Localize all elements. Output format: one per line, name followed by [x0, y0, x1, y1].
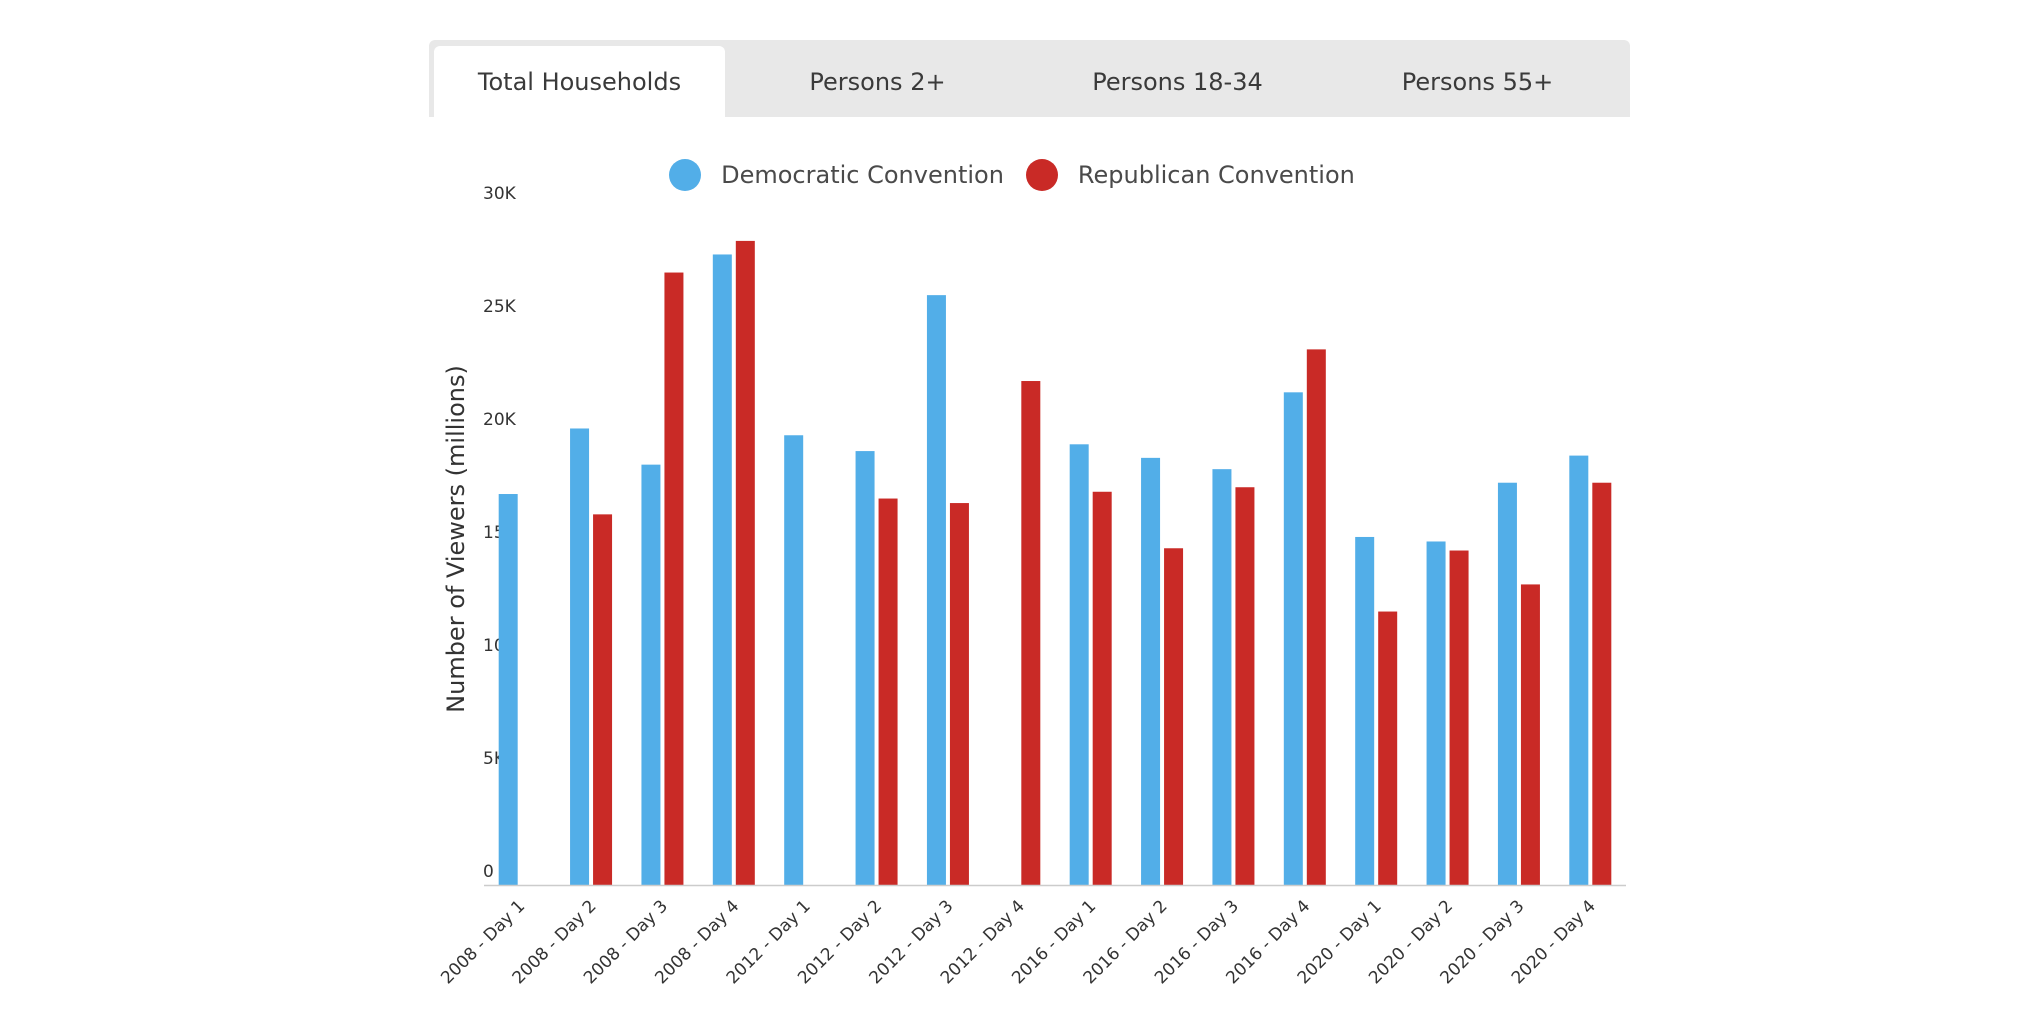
bar-democratic[interactable]: [1283, 392, 1303, 885]
bar-democratic[interactable]: [641, 464, 661, 885]
legend-dot-republican: [1025, 159, 1058, 191]
bars: [498, 240, 1612, 885]
bar-democratic[interactable]: [1569, 455, 1589, 885]
y-tick-label: 25K: [483, 297, 517, 317]
legend-item-democratic[interactable]: Democratic Convention: [669, 159, 1004, 191]
bar-democratic[interactable]: [712, 254, 732, 885]
bar-republican[interactable]: [1592, 482, 1612, 885]
bar-democratic[interactable]: [1355, 536, 1375, 885]
bar-republican[interactable]: [1520, 584, 1540, 885]
y-tick-label: 20K: [483, 410, 517, 430]
legend-dot-democratic: [669, 159, 702, 191]
bar-republican[interactable]: [949, 503, 969, 885]
tab-total-households[interactable]: Total Households: [434, 46, 725, 117]
bar-democratic[interactable]: [1212, 469, 1232, 885]
y-tick-label: 0: [483, 862, 494, 882]
bar-republican[interactable]: [1378, 611, 1398, 885]
audience-tab-bar: Total Households Persons 2+ Persons 18-3…: [429, 40, 1630, 117]
tab-persons-18-34[interactable]: Persons 18-34: [1092, 67, 1263, 96]
bar-republican[interactable]: [1449, 550, 1469, 885]
tab-persons-55-plus[interactable]: Persons 55+: [1401, 67, 1554, 96]
bar-republican[interactable]: [1306, 349, 1326, 885]
bar-republican[interactable]: [1235, 487, 1255, 885]
bar-republican[interactable]: [664, 272, 684, 885]
bar-republican[interactable]: [1164, 548, 1184, 885]
chart-legend: Democratic Convention Republican Convent…: [0, 155, 2024, 195]
bar-republican[interactable]: [1092, 491, 1112, 885]
bar-democratic[interactable]: [1426, 541, 1446, 885]
tab-persons-2-plus[interactable]: Persons 2+: [809, 67, 946, 96]
bar-democratic[interactable]: [1497, 482, 1517, 885]
bar-democratic[interactable]: [570, 428, 590, 885]
bar-democratic[interactable]: [1141, 457, 1161, 885]
legend-label-democratic: Democratic Convention: [721, 161, 1004, 189]
legend-label-republican: Republican Convention: [1077, 161, 1355, 189]
bar-republican[interactable]: [735, 240, 755, 885]
y-tick-label: 30K: [483, 184, 517, 204]
bar-republican[interactable]: [878, 498, 898, 885]
bar-democratic[interactable]: [784, 435, 804, 885]
legend-item-republican[interactable]: Republican Convention: [1025, 159, 1355, 191]
bar-republican[interactable]: [1021, 381, 1041, 885]
bar-democratic[interactable]: [1069, 444, 1089, 885]
bar-republican[interactable]: [593, 514, 613, 885]
bar-democratic[interactable]: [498, 494, 518, 885]
y-axis-title: Number of Viewers (millions): [442, 365, 470, 713]
bar-democratic[interactable]: [926, 295, 946, 885]
bar-democratic[interactable]: [855, 451, 875, 885]
